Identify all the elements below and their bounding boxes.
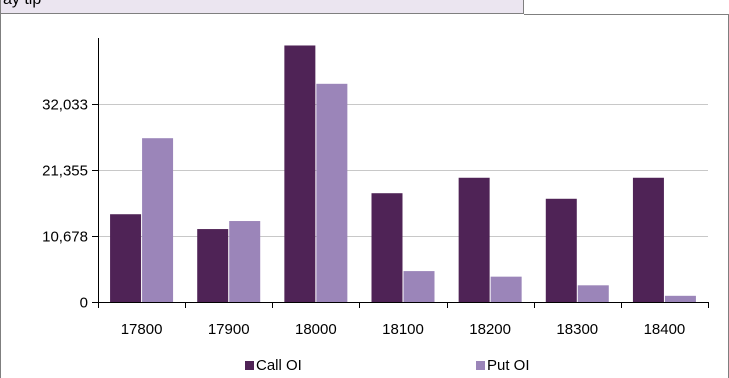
y-tick-label: 0 xyxy=(80,295,88,312)
x-ticks: 17800 17900 18000 18100 18200 18300 18400 xyxy=(98,302,709,338)
x-tick-label: 18300 xyxy=(556,321,598,338)
x-tick-label: 18000 xyxy=(295,321,337,338)
legend-label-put: Put OI xyxy=(487,357,530,374)
frame-left-border xyxy=(0,14,1,378)
call-oi-bar-18000 xyxy=(284,45,316,303)
header-text: ay tip xyxy=(3,0,41,9)
axes xyxy=(92,38,708,308)
put-oi-bar-17800 xyxy=(142,138,174,302)
y-tick-label: 21,355 xyxy=(42,163,88,180)
x-tick-label: 17800 xyxy=(121,321,163,338)
y-tick-label: 32,033 xyxy=(42,97,88,114)
put-oi-bar-18300 xyxy=(577,285,609,302)
call-oi-bar-18100 xyxy=(371,193,403,302)
legend-label-call: Call OI xyxy=(256,357,302,374)
call-oi-bar-18200 xyxy=(458,177,490,302)
put-oi-bar-18100 xyxy=(403,271,435,302)
x-tick-label: 18200 xyxy=(469,321,511,338)
call-oi-bar-17800 xyxy=(110,214,142,302)
call-oi-bar-18300 xyxy=(545,198,577,302)
put-oi-bar-18000 xyxy=(316,83,348,302)
legend-swatch-call xyxy=(245,361,254,370)
header-rule xyxy=(524,14,729,15)
legend-swatch-put xyxy=(476,361,485,370)
x-tick-label: 17900 xyxy=(208,321,250,338)
put-oi-bar-18400 xyxy=(664,295,696,302)
call-oi-bar-18400 xyxy=(632,177,664,302)
gridlines xyxy=(98,104,708,237)
header-cell: ay tip xyxy=(0,0,524,14)
bars xyxy=(110,45,696,303)
put-oi-bar-17900 xyxy=(229,221,261,302)
x-tick-label: 18400 xyxy=(644,321,686,338)
call-oi-bar-17900 xyxy=(197,229,229,302)
legend: Call OI Put OI xyxy=(245,357,530,374)
x-tick-label: 18100 xyxy=(382,321,424,338)
y-tick-label: 10,678 xyxy=(42,229,88,246)
y-ticks: 0 10,678 21,355 32,033 xyxy=(42,97,98,312)
put-oi-bar-18200 xyxy=(490,276,522,302)
